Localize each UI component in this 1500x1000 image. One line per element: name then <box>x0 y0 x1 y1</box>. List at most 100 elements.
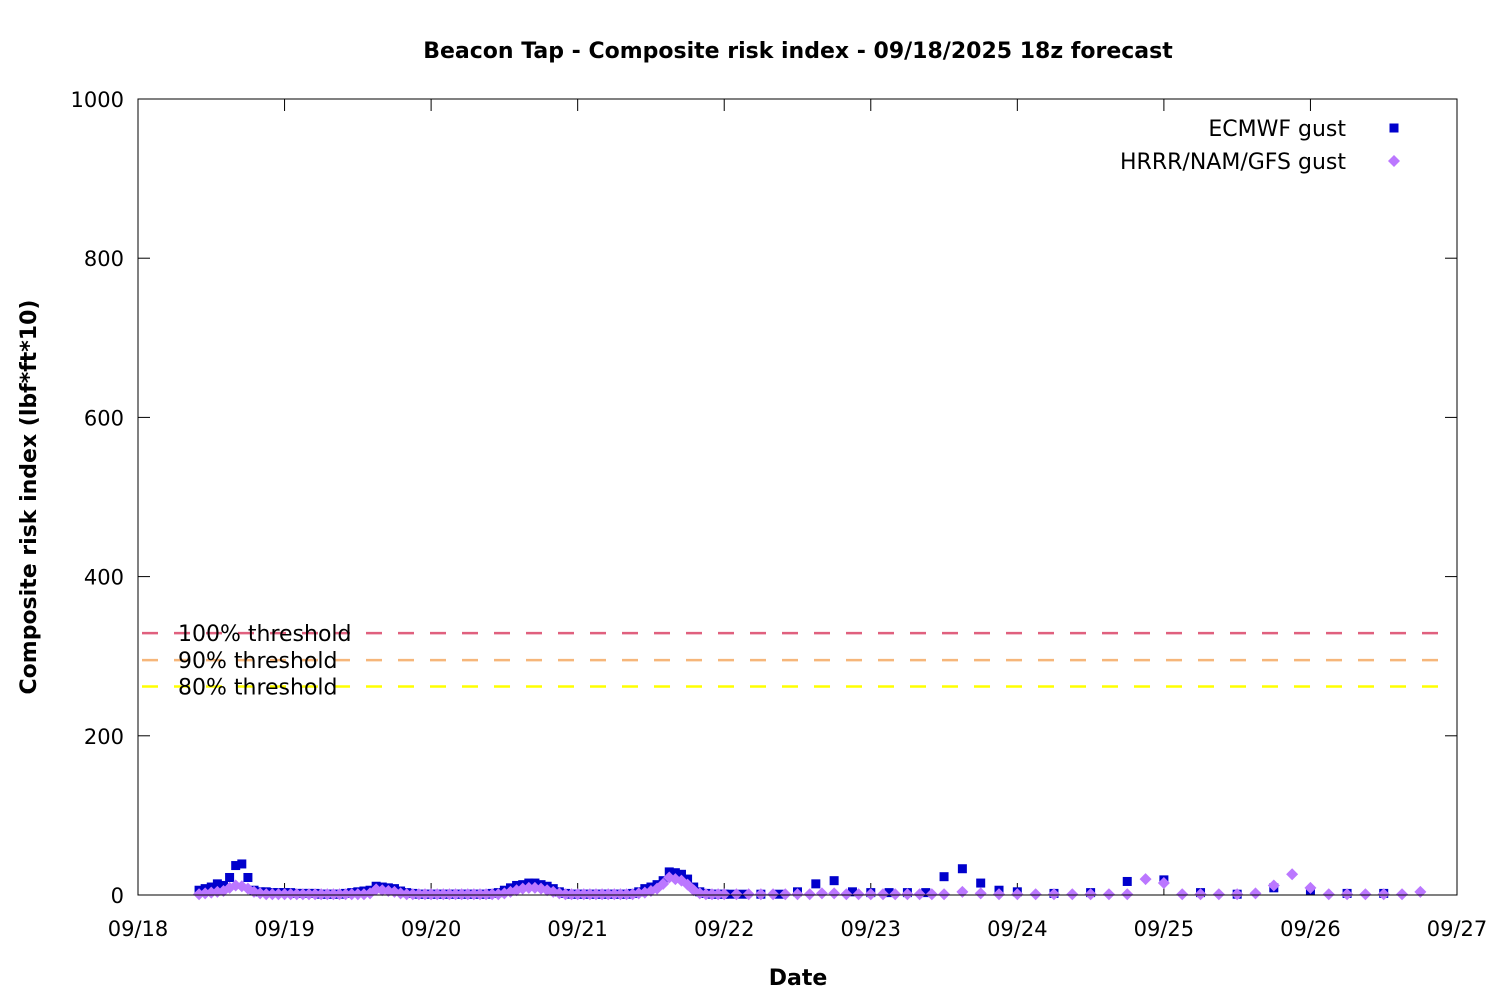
data-point <box>1157 877 1170 890</box>
data-point <box>302 888 315 901</box>
data-point <box>754 888 767 901</box>
data-point <box>243 872 253 882</box>
legend-marker <box>1388 155 1400 167</box>
data-point <box>779 888 792 901</box>
data-point <box>272 888 285 901</box>
data-point <box>278 888 291 901</box>
data-point <box>811 879 821 889</box>
data-point <box>449 888 462 901</box>
data-point <box>486 888 499 901</box>
data-point <box>333 888 346 901</box>
data-point <box>473 888 486 901</box>
data-point <box>589 888 602 901</box>
legend-entry-label: ECMWF gust <box>1208 117 1346 142</box>
y-tick-label: 0 <box>111 884 124 908</box>
data-point <box>602 888 615 901</box>
data-point <box>1121 888 1134 901</box>
x-tick-label: 09/22 <box>694 917 755 941</box>
axis-ticks <box>137 98 1458 896</box>
threshold-label: 80% threshold <box>178 675 338 700</box>
data-point <box>608 888 621 901</box>
data-point <box>614 888 627 901</box>
data-point <box>315 888 328 901</box>
data-point <box>522 881 535 894</box>
data-point <box>670 868 680 878</box>
data-point <box>828 887 841 900</box>
data-point <box>1322 888 1335 901</box>
data-point <box>803 888 816 901</box>
data-point <box>712 888 725 901</box>
threshold-label: 100% threshold <box>178 622 352 647</box>
data-point <box>406 888 419 901</box>
data-point <box>1139 873 1152 886</box>
data-point <box>351 888 364 901</box>
y-tick-label: 200 <box>84 725 124 749</box>
data-point <box>1249 887 1262 900</box>
data-point <box>461 888 474 901</box>
data-point <box>1176 888 1189 901</box>
data-point <box>1194 888 1207 901</box>
x-tick-label: 09/18 <box>108 917 169 941</box>
data-point <box>1122 876 1132 886</box>
x-tick-label: 09/21 <box>547 917 608 941</box>
data-point <box>431 888 444 901</box>
data-point <box>1102 888 1115 901</box>
data-point <box>706 888 719 901</box>
legend-entry-label: HRRR/NAM/GFS gust <box>1120 150 1346 175</box>
data-point <box>437 888 450 901</box>
data-point <box>976 878 986 888</box>
data-point <box>290 888 303 901</box>
data-point <box>738 889 748 899</box>
data-point <box>1414 885 1427 898</box>
data-point <box>956 885 969 898</box>
y-tick-label: 600 <box>84 406 124 430</box>
data-point <box>1341 888 1354 901</box>
data-point <box>725 889 735 899</box>
data-point <box>938 888 951 901</box>
data-point <box>742 888 755 901</box>
data-point <box>296 888 309 901</box>
y-tick-label: 800 <box>84 247 124 271</box>
legend-marker <box>1389 123 1399 133</box>
data-point <box>657 877 670 890</box>
data-point <box>225 872 235 882</box>
data-point <box>718 888 731 901</box>
data-point <box>559 888 572 901</box>
data-point <box>577 888 590 901</box>
series-hrrr-nam-gfs-gust <box>193 868 1427 901</box>
x-tick-label: 09/26 <box>1280 917 1341 941</box>
data-point <box>1359 888 1372 901</box>
data-point <box>571 888 584 901</box>
data-point <box>425 888 438 901</box>
x-tick-label: 09/19 <box>254 917 315 941</box>
data-point <box>829 876 839 886</box>
data-point <box>921 888 931 898</box>
data-point <box>583 888 596 901</box>
data-point <box>815 887 828 900</box>
data-point <box>676 869 686 879</box>
x-tick-label: 09/27 <box>1427 917 1488 941</box>
data-point <box>480 888 493 901</box>
data-point <box>1304 881 1317 894</box>
x-tick-label: 09/25 <box>1134 917 1195 941</box>
data-point <box>1066 888 1079 901</box>
plot-frame <box>137 98 1458 896</box>
y-axis-title: Composite risk index (lbf*ft*10) <box>17 300 42 695</box>
data-point <box>876 888 889 901</box>
data-point <box>455 888 468 901</box>
data-point <box>925 888 938 901</box>
data-point <box>847 887 857 897</box>
threshold-label: 90% threshold <box>178 649 338 674</box>
data-point <box>400 888 413 901</box>
y-tick-labels: 0 200 400 600 800 1000 <box>71 88 124 908</box>
data-point <box>284 888 297 901</box>
data-point <box>974 887 987 900</box>
data-point <box>345 888 358 901</box>
data-point <box>840 888 853 901</box>
data-point <box>1011 888 1024 901</box>
data-point <box>260 888 273 901</box>
chart-title: Beacon Tap - Composite risk index - 09/1… <box>423 39 1173 64</box>
data-point <box>1286 868 1299 881</box>
x-tick-labels: 09/18 09/19 09/20 09/21 09/22 09/23 09/24 09/25… <box>108 917 1488 941</box>
